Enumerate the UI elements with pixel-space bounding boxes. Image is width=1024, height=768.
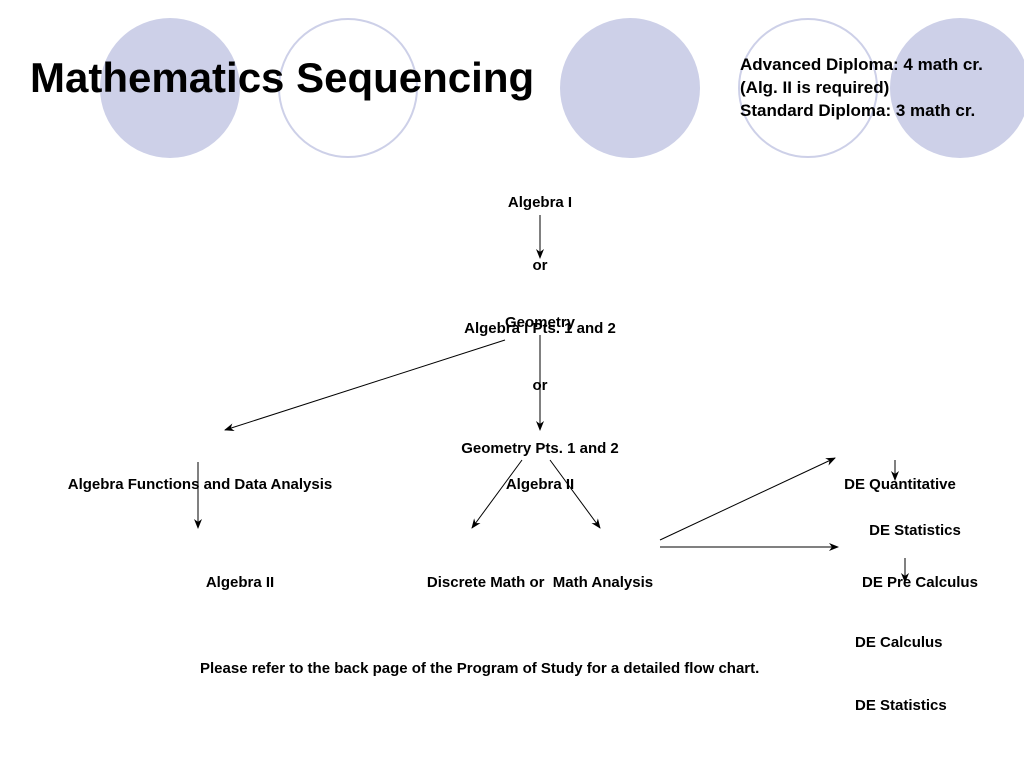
header-note-line1: Advanced Diploma: 4 math cr.: [740, 54, 983, 77]
header-note: Advanced Diploma: 4 math cr. (Alg. II is…: [740, 54, 983, 123]
node-de-calc-stats: DE Calculus DE Statistics: [855, 590, 1015, 737]
node-discrete-analysis: Discrete Math or Math Analysis: [400, 540, 680, 608]
page-title: Mathematics Sequencing: [30, 54, 534, 102]
bg-circle-3: [560, 18, 700, 158]
header-note-line3: Standard Diploma: 3 math cr.: [740, 100, 983, 123]
header-note-line2: (Alg. II is required): [740, 77, 983, 100]
node-afda: Algebra Functions and Data Analysis: [50, 442, 350, 510]
node-algebra2-center: Algebra II: [480, 442, 600, 510]
node-algebra2-left: Algebra II: [180, 540, 300, 608]
footer-note: Please refer to the back page of the Pro…: [200, 660, 759, 677]
